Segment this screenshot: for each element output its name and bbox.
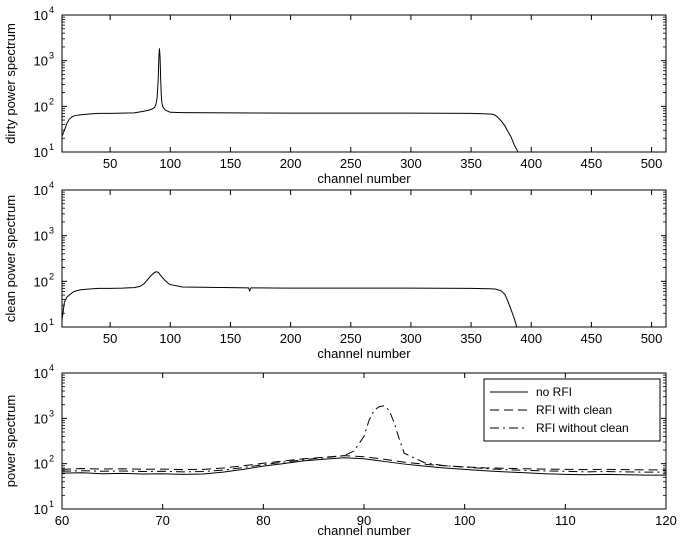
y-tick-label: 10 <box>34 145 48 160</box>
x-tick-label: 500 <box>641 156 663 171</box>
x-tick-label: 200 <box>280 331 302 346</box>
x-tick-label: 150 <box>220 156 242 171</box>
x-tick-label: 80 <box>256 513 270 528</box>
y-tick-label: 10 <box>34 8 48 23</box>
y-tick-exponent: 2 <box>49 271 54 281</box>
series-line-3 <box>62 405 666 473</box>
y-tick-label: 10 <box>34 274 48 289</box>
legend-label: RFI without clean <box>536 421 629 435</box>
series-line-2 <box>62 455 666 471</box>
y-tick-exponent: 1 <box>49 317 54 327</box>
series-line-1 <box>62 48 519 152</box>
x-tick-label: 400 <box>520 331 542 346</box>
x-tick-label: 60 <box>55 513 69 528</box>
x-tick-label: 150 <box>220 331 242 346</box>
y-tick-exponent: 4 <box>49 5 54 15</box>
x-tick-label: 50 <box>103 331 117 346</box>
y-tick-exponent: 1 <box>49 142 54 152</box>
series-line-1 <box>62 457 666 476</box>
x-tick-label: 300 <box>400 331 422 346</box>
y-tick-label: 10 <box>34 320 48 335</box>
y-tick-exponent: 2 <box>49 96 54 106</box>
series-line-1 <box>62 271 518 327</box>
x-tick-label: 350 <box>460 331 482 346</box>
x-tick-label: 110 <box>555 513 576 528</box>
x-tick-label: 100 <box>159 331 181 346</box>
x-axis-label: channel number <box>317 346 411 361</box>
x-axis-label: channel number <box>317 171 411 186</box>
y-tick-label: 10 <box>34 183 48 198</box>
y-tick-exponent: 2 <box>49 454 54 464</box>
y-axis-label: power spectrum <box>3 395 18 487</box>
x-tick-label: 100 <box>454 513 476 528</box>
y-tick-label: 10 <box>34 457 48 472</box>
plot-frame <box>61 14 667 153</box>
y-tick-exponent: 3 <box>49 226 54 236</box>
y-tick-exponent: 4 <box>49 180 54 190</box>
x-axis-label: channel number <box>317 523 411 538</box>
y-tick-label: 10 <box>34 366 48 381</box>
x-tick-label: 450 <box>581 156 603 171</box>
x-tick-label: 50 <box>103 156 117 171</box>
y-tick-label: 10 <box>34 411 48 426</box>
y-tick-exponent: 3 <box>49 408 54 418</box>
y-tick-label: 10 <box>34 54 48 69</box>
x-tick-label: 70 <box>155 513 169 528</box>
x-tick-label: 120 <box>655 513 677 528</box>
x-tick-label: 350 <box>460 156 482 171</box>
legend-box <box>483 378 661 442</box>
y-tick-label: 10 <box>34 502 48 517</box>
y-tick-exponent: 1 <box>49 499 54 509</box>
y-axis-label: clean power spectrum <box>3 195 18 322</box>
x-tick-label: 250 <box>340 156 362 171</box>
y-tick-exponent: 3 <box>49 51 54 61</box>
y-tick-label: 10 <box>34 99 48 114</box>
x-tick-label: 450 <box>581 331 603 346</box>
y-tick-label: 10 <box>34 229 48 244</box>
x-tick-label: 90 <box>357 513 371 528</box>
legend-label: RFI with clean <box>536 403 612 417</box>
legend-label: no RFI <box>536 385 572 399</box>
x-tick-label: 250 <box>340 331 362 346</box>
y-tick-exponent: 4 <box>49 363 54 373</box>
legend: no RFI RFI with clean RFI without clean <box>483 378 661 442</box>
x-tick-label: 200 <box>280 156 302 171</box>
x-tick-label: 300 <box>400 156 422 171</box>
x-tick-label: 400 <box>520 156 542 171</box>
y-axis-label: dirty power spectrum <box>3 23 18 144</box>
plot-frame <box>61 189 667 328</box>
x-tick-label: 500 <box>641 331 663 346</box>
x-tick-label: 100 <box>159 156 181 171</box>
